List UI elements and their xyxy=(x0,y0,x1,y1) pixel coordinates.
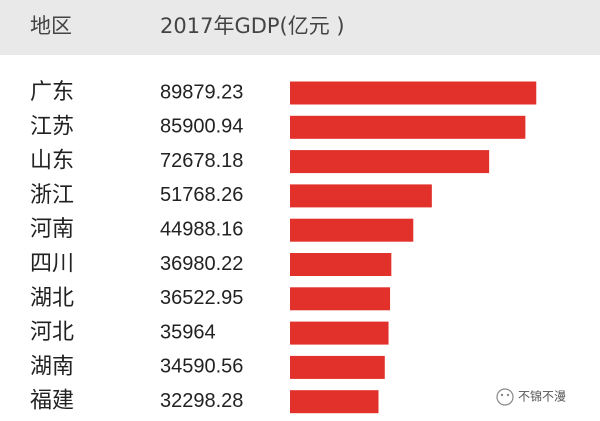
watermark: 不锦不漫 xyxy=(518,390,566,404)
region-label: 河南 xyxy=(30,217,74,242)
value-label: 72678.18 xyxy=(160,150,243,172)
value-label: 32298.28 xyxy=(160,390,243,412)
bar xyxy=(290,150,490,174)
region-label: 江苏 xyxy=(30,114,74,139)
value-label: 44988.16 xyxy=(160,218,243,240)
value-label: 34590.56 xyxy=(160,356,243,378)
bar xyxy=(290,184,432,208)
bar xyxy=(290,218,414,242)
region-label: 湖南 xyxy=(30,354,74,379)
bar xyxy=(290,115,526,139)
value-label: 35964 xyxy=(160,321,216,343)
bar xyxy=(290,253,392,276)
bar xyxy=(290,321,389,345)
region-label: 四川 xyxy=(30,252,74,277)
region-label: 福建 xyxy=(30,389,74,414)
header-region: 地区 xyxy=(30,14,72,38)
region-label: 河北 xyxy=(30,320,74,345)
region-label: 湖北 xyxy=(30,286,74,311)
watermark-icon xyxy=(496,388,514,406)
header-gdp: 2017年GDP(亿元 ) xyxy=(160,14,345,38)
region-label: 广东 xyxy=(30,80,74,105)
value-label: 36980.22 xyxy=(160,253,243,275)
bar xyxy=(290,390,379,414)
bar xyxy=(290,287,391,311)
value-label: 89879.23 xyxy=(160,81,243,103)
value-label: 36522.95 xyxy=(160,287,243,309)
value-label: 51768.26 xyxy=(160,184,243,206)
header-band xyxy=(0,0,600,55)
value-label: 85900.94 xyxy=(160,116,243,138)
bar xyxy=(290,81,537,105)
region-label: 山东 xyxy=(30,149,74,174)
region-label: 浙江 xyxy=(30,183,74,208)
bar xyxy=(290,355,385,379)
